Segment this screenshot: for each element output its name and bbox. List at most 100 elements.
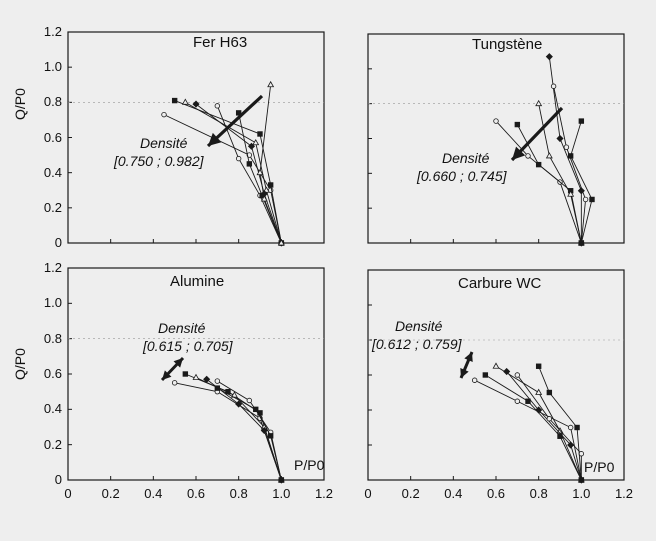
x-tick-label: 0.6 [186, 486, 206, 501]
data-point [493, 118, 499, 124]
data-point [567, 153, 574, 159]
data-point [567, 190, 575, 197]
densite-label-tungstene: Densité [442, 150, 490, 166]
data-point [514, 372, 521, 378]
data-point [192, 373, 200, 380]
y-tick-label: 0.4 [43, 401, 62, 417]
data-point [256, 168, 264, 176]
data-point [471, 377, 478, 383]
x-tick-label: 0.8 [529, 486, 548, 501]
data-point [514, 121, 521, 128]
x-tick-label: 0.4 [444, 486, 463, 501]
series-line [495, 365, 582, 481]
y-tick-label: 0.8 [43, 94, 62, 110]
x-tick-label: 1.2 [614, 486, 634, 501]
data-point [246, 161, 253, 167]
data-point [535, 406, 543, 414]
data-point [252, 138, 260, 146]
y-tick-label: 0.2 [43, 436, 62, 452]
data-point [546, 389, 553, 396]
y-tick-label: 0.2 [43, 199, 62, 215]
x-axis-label-alumine: P/P0 [294, 457, 325, 473]
data-point [260, 195, 268, 202]
panel-frame [367, 269, 625, 481]
y-tick-label: 0.8 [43, 330, 62, 346]
density-arrow-alumine-tail [173, 358, 183, 368]
data-point [514, 398, 521, 404]
data-point [535, 388, 543, 395]
data-point [171, 97, 178, 104]
data-point [578, 240, 585, 246]
series-line [538, 366, 582, 481]
data-point [192, 100, 200, 108]
series-line [485, 374, 582, 481]
data-point [535, 99, 543, 107]
series-line [506, 371, 582, 481]
data-point [267, 433, 274, 439]
series-line [174, 100, 282, 244]
x-tick-label: 0.4 [144, 486, 163, 501]
panel-title-alumine: Alumine [170, 273, 225, 290]
data-point [578, 477, 585, 483]
y-tick-label: 1.2 [43, 24, 62, 39]
densite-label-carbure: Densité [395, 318, 443, 334]
series-line [548, 56, 582, 243]
data-point [574, 424, 580, 431]
data-point [589, 196, 595, 203]
series-line [216, 105, 282, 244]
density-arrow-alumine-head [162, 370, 172, 380]
series-line [195, 103, 282, 244]
x-tick-label: 0 [64, 486, 72, 501]
data-point [181, 98, 189, 105]
panel-0 [67, 31, 325, 247]
y-tick-label: 1.2 [43, 260, 62, 275]
data-point [235, 155, 242, 162]
panel-title-carbure: Carbure WC [458, 275, 542, 292]
x-tick-label: 0 [364, 486, 372, 501]
y-tick-label: 1.0 [43, 295, 62, 311]
y-tick-label: 0.6 [43, 366, 62, 381]
data-point [582, 196, 589, 203]
data-point [550, 83, 557, 89]
series-line [516, 374, 582, 480]
data-point [235, 110, 242, 116]
x-tick-label: 1.2 [314, 486, 334, 501]
y-tick-label: 0 [54, 235, 62, 250]
density-arrow-tungstene-head [512, 146, 526, 160]
series-line [474, 379, 582, 481]
panel-2 [67, 267, 325, 484]
data-point [203, 375, 211, 383]
data-point [545, 53, 553, 61]
data-point [267, 80, 275, 88]
density-arrow-carbure-head [460, 368, 469, 378]
panel-3 [367, 269, 625, 484]
x-tick-label: 0.6 [486, 486, 506, 501]
data-point [182, 371, 189, 377]
series-line [553, 86, 587, 244]
data-point [260, 426, 268, 435]
data-point [246, 397, 253, 404]
data-point [267, 182, 274, 188]
data-point [235, 400, 243, 408]
data-point [503, 367, 511, 376]
data-point [567, 424, 574, 431]
panel-frame [67, 31, 325, 244]
x-tick-label: 0.2 [101, 486, 120, 501]
data-point [578, 118, 585, 124]
x-tick-label: 1.0 [572, 486, 591, 501]
panel-frame [367, 33, 625, 244]
data-point [247, 142, 256, 150]
densite-label-alumine: Densité [158, 320, 206, 336]
panel-1 [367, 33, 625, 247]
x-axis-label-carbure: P/P0 [584, 459, 615, 475]
y-tick-label: 1.0 [43, 59, 62, 75]
y-tick-label: 0 [54, 472, 62, 487]
data-point [556, 134, 564, 143]
y-tick-label: 0.6 [43, 129, 62, 145]
x-tick-label: 0.2 [401, 486, 420, 501]
data-point [257, 131, 263, 137]
data-point [214, 385, 221, 391]
data-point [171, 380, 178, 386]
data-point [525, 398, 531, 404]
